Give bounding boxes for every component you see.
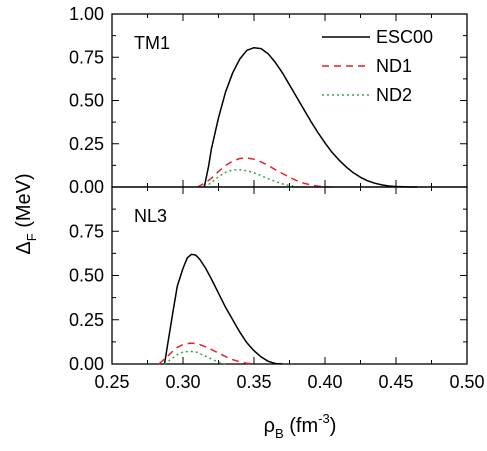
series-line-nd1-tm1 <box>196 157 333 188</box>
x-axis-title-exp: -3 <box>318 411 330 426</box>
y-tick-label: 0.50 <box>69 266 104 286</box>
panel-nl3: 0.75 0.50 0.25 0.00 NL3 <box>69 186 468 374</box>
x-tick-label: 0.40 <box>307 372 342 392</box>
x-tick-label: 0.45 <box>378 372 413 392</box>
legend-label-nd1: ND1 <box>376 56 412 76</box>
y-tick-label: 0.00 <box>69 354 104 374</box>
series-line-esc00-tm1 <box>203 46 418 188</box>
x-axis-title: ρB (fm-3) <box>264 411 337 441</box>
y-tick-label: 0.75 <box>69 47 104 67</box>
y-tick-label: 0.00 <box>69 177 104 197</box>
series-line-nd2-nl3 <box>164 350 226 365</box>
y-tick-label: 0.25 <box>69 134 104 154</box>
legend-label-esc00: ESC00 <box>376 27 433 47</box>
legend-label-nd2: ND2 <box>376 85 412 105</box>
series-line-esc00-nl3 <box>163 253 283 365</box>
y-axis-title-unit: (MeV) <box>13 173 35 233</box>
x-axis-title-sub: B <box>275 426 284 441</box>
x-tick-label: 0.30 <box>165 372 200 392</box>
panel-label-nl3: NL3 <box>134 206 167 226</box>
y-tick-label: 0.50 <box>69 91 104 111</box>
panel-label-tm1: TM1 <box>134 33 170 53</box>
x-tick-label: 0.50 <box>449 372 484 392</box>
x-axis-title-unit: (fm <box>284 415 318 437</box>
x-axis-title-main: ρ <box>264 415 275 437</box>
x-axis-title-close: ) <box>330 415 337 437</box>
legend: ESC00 ND1 ND2 <box>322 27 433 105</box>
series-line-nd1-nl3 <box>158 342 255 365</box>
series-line-nd2-tm1 <box>203 168 304 188</box>
y-tick-label: 0.25 <box>69 310 104 330</box>
y-axis-title-sub: F <box>24 233 39 241</box>
y-axis-title: ΔF (MeV) <box>13 173 39 254</box>
x-tick-label: 0.25 <box>94 372 129 392</box>
y-tick-label: 0.75 <box>69 221 104 241</box>
x-tick-label: 0.35 <box>236 372 271 392</box>
panel-tm1: 1.00 0.75 0.50 0.25 0.00 TM1 <box>69 4 468 197</box>
y-tick-label: 1.00 <box>69 4 104 24</box>
y-axis-title-main: Δ <box>13 241 35 254</box>
